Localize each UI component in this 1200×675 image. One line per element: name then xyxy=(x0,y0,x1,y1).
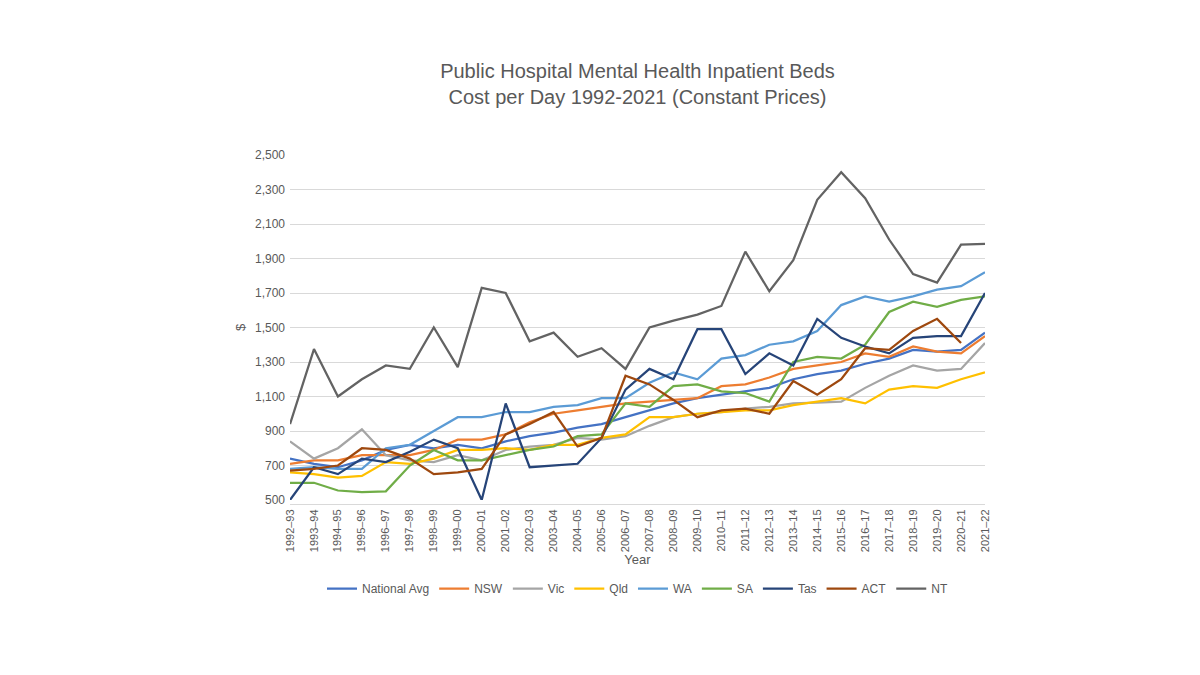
svg-text:1995–96: 1995–96 xyxy=(355,509,367,552)
svg-text:2011–12: 2011–12 xyxy=(739,509,751,551)
svg-text:Vic: Vic xyxy=(548,582,564,596)
svg-text:WA: WA xyxy=(673,582,692,596)
svg-text:1994–95: 1994–95 xyxy=(332,509,344,552)
svg-text:2010–11: 2010–11 xyxy=(715,509,727,551)
svg-text:2014–15: 2014–15 xyxy=(811,509,823,552)
svg-text:700: 700 xyxy=(265,459,285,473)
svg-text:2020–21: 2020–21 xyxy=(955,509,967,552)
svg-text:2001–02: 2001–02 xyxy=(499,509,511,552)
svg-text:500: 500 xyxy=(265,493,285,507)
svg-text:2,500: 2,500 xyxy=(255,148,285,162)
svg-text:Qld: Qld xyxy=(609,582,628,596)
svg-text:1999–00: 1999–00 xyxy=(451,509,463,552)
svg-text:Year: Year xyxy=(624,552,651,567)
svg-text:2019–20: 2019–20 xyxy=(931,509,943,552)
svg-text:2017–18: 2017–18 xyxy=(883,509,895,552)
svg-text:Tas: Tas xyxy=(798,582,817,596)
svg-text:2016–17: 2016–17 xyxy=(859,509,871,552)
svg-text:2013–14: 2013–14 xyxy=(787,509,799,552)
svg-text:2005–06: 2005–06 xyxy=(595,509,607,552)
svg-text:1996–97: 1996–97 xyxy=(379,509,391,552)
svg-text:1,500: 1,500 xyxy=(255,321,285,335)
svg-text:1998–99: 1998–99 xyxy=(427,509,439,552)
svg-text:1,900: 1,900 xyxy=(255,252,285,266)
svg-text:2006–07: 2006–07 xyxy=(619,509,631,552)
svg-text:2,300: 2,300 xyxy=(255,183,285,197)
svg-text:1,100: 1,100 xyxy=(255,390,285,404)
svg-text:1,700: 1,700 xyxy=(255,286,285,300)
svg-text:2000–01: 2000–01 xyxy=(475,509,487,552)
svg-text:1992–93: 1992–93 xyxy=(284,509,296,552)
svg-text:2009–10: 2009–10 xyxy=(691,509,703,552)
svg-text:1,300: 1,300 xyxy=(255,355,285,369)
svg-text:National Avg: National Avg xyxy=(362,582,429,596)
svg-text:$: $ xyxy=(233,323,248,331)
svg-text:ACT: ACT xyxy=(862,582,887,596)
svg-text:2,100: 2,100 xyxy=(255,217,285,231)
svg-text:2003–04: 2003–04 xyxy=(547,509,559,552)
svg-text:2015–16: 2015–16 xyxy=(835,509,847,552)
svg-text:2004–05: 2004–05 xyxy=(571,509,583,552)
svg-text:NSW: NSW xyxy=(474,582,503,596)
svg-text:2002–03: 2002–03 xyxy=(523,509,535,552)
svg-text:900: 900 xyxy=(265,424,285,438)
svg-text:NT: NT xyxy=(931,582,948,596)
svg-text:2008–09: 2008–09 xyxy=(667,509,679,552)
svg-text:2018–19: 2018–19 xyxy=(907,509,919,552)
svg-text:2021–22: 2021–22 xyxy=(979,509,991,552)
svg-text:2007–08: 2007–08 xyxy=(643,509,655,552)
svg-text:SA: SA xyxy=(737,582,753,596)
svg-text:2012–13: 2012–13 xyxy=(763,509,775,552)
svg-text:1993–94: 1993–94 xyxy=(308,509,320,552)
svg-text:Public Hospital Mental Health: Public Hospital Mental Health Inpatient … xyxy=(440,60,835,108)
svg-text:1997–98: 1997–98 xyxy=(403,509,415,552)
